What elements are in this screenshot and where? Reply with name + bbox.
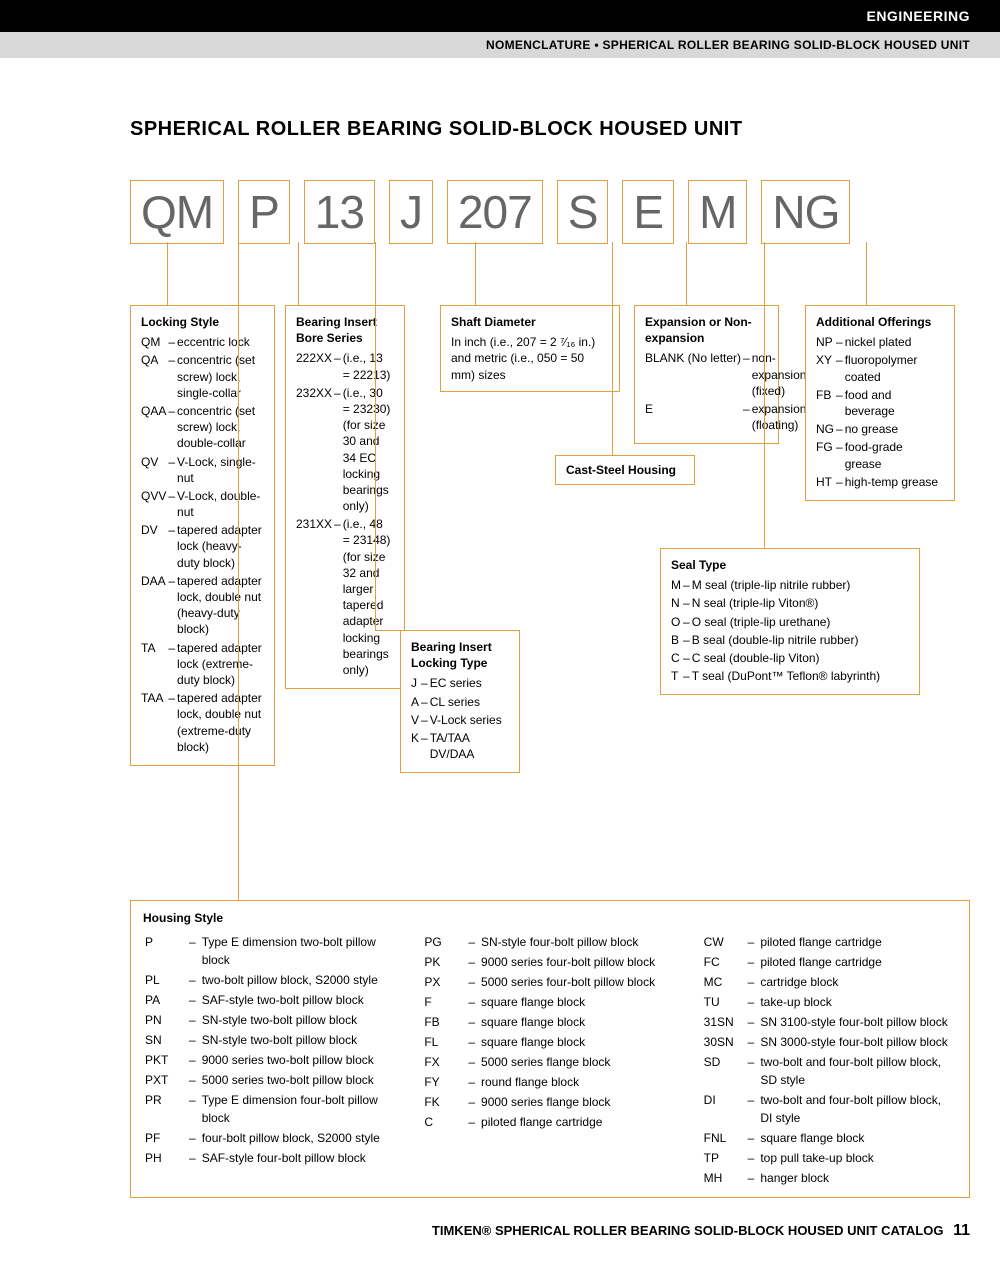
main-title: SPHERICAL ROLLER BEARING SOLID-BLOCK HOU… bbox=[0, 58, 1000, 161]
additional-table: NP–nickel platedXY–fluoropolymer coatedF… bbox=[816, 334, 944, 492]
callout-title: Additional Offerings bbox=[816, 314, 944, 330]
callout-shaft-diameter: Shaft Diameter In inch (i.e., 207 = 2 ⁷⁄… bbox=[440, 305, 620, 392]
callout-seal-type: Seal Type M–M seal (triple-lip nitrile r… bbox=[660, 548, 920, 695]
code-box-ng: NG bbox=[761, 180, 850, 244]
code-row: QMP13J207SEMNG bbox=[130, 180, 970, 244]
callout-locking-type: Bearing Insert Locking Type J–EC seriesA… bbox=[400, 630, 520, 773]
callout-title: Housing Style bbox=[143, 909, 957, 927]
locking-style-table: QM–eccentric lockQA–concentric (set scre… bbox=[141, 334, 264, 757]
housing-columns: P–Type E dimension two-bolt pillow block… bbox=[143, 931, 957, 1189]
footer-text: TIMKEN® SPHERICAL ROLLER BEARING SOLID-B… bbox=[432, 1223, 944, 1238]
seal-type-table: M–M seal (triple-lip nitrile rubber)N–N … bbox=[671, 577, 882, 686]
expansion-table: BLANK (No letter)–non-expansion (fixed)E… bbox=[645, 350, 808, 435]
callout-title: Shaft Diameter bbox=[451, 314, 609, 330]
code-box-j: J bbox=[389, 180, 433, 244]
callout-title: Seal Type bbox=[671, 557, 909, 573]
callout-title: Locking Style bbox=[141, 314, 264, 330]
page-number: 11 bbox=[953, 1222, 970, 1239]
callout-bore-series: Bearing Insert Bore Series 222XX–(i.e., … bbox=[285, 305, 405, 689]
locking-type-table: J–EC seriesA–CL seriesV–V-Lock seriesK–T… bbox=[411, 675, 509, 764]
connector bbox=[298, 242, 299, 305]
code-box-p: P bbox=[238, 180, 290, 244]
code-box-s: S bbox=[557, 180, 609, 244]
connector bbox=[375, 242, 376, 630]
code-box-m: M bbox=[688, 180, 747, 244]
callout-title: Bearing Insert Locking Type bbox=[411, 639, 509, 671]
header-black: ENGINEERING bbox=[0, 0, 1000, 32]
connector bbox=[238, 242, 239, 900]
connector bbox=[167, 242, 168, 305]
callout-additional: Additional Offerings NP–nickel platedXY–… bbox=[805, 305, 955, 501]
connector bbox=[686, 242, 687, 305]
callout-expansion: Expansion or Non-expansion BLANK (No let… bbox=[634, 305, 779, 444]
connector bbox=[612, 242, 613, 455]
housing-column: P–Type E dimension two-bolt pillow block… bbox=[143, 931, 398, 1189]
housing-column: CW–piloted flange cartridgeFC–piloted fl… bbox=[702, 931, 957, 1189]
code-box-qm: QM bbox=[130, 180, 224, 244]
code-box-207: 207 bbox=[447, 180, 543, 244]
callout-cast-steel: Cast-Steel Housing bbox=[555, 455, 695, 485]
connector bbox=[866, 242, 867, 305]
footer: TIMKEN® SPHERICAL ROLLER BEARING SOLID-B… bbox=[432, 1222, 970, 1240]
connector bbox=[375, 630, 400, 631]
shaft-diameter-text: In inch (i.e., 207 = 2 ⁷⁄₁₆ in.) and met… bbox=[451, 334, 609, 383]
connector bbox=[238, 900, 239, 901]
code-box-13: 13 bbox=[304, 180, 375, 244]
callout-title: Cast-Steel Housing bbox=[566, 462, 684, 478]
callout-title: Bearing Insert Bore Series bbox=[296, 314, 394, 346]
header-gray: NOMENCLATURE • SPHERICAL ROLLER BEARING … bbox=[0, 32, 1000, 58]
code-box-e: E bbox=[622, 180, 674, 244]
housing-column: PG–SN-style four-bolt pillow blockPK–900… bbox=[422, 931, 677, 1189]
connector bbox=[475, 242, 476, 305]
callout-housing-style: Housing Style P–Type E dimension two-bol… bbox=[130, 900, 970, 1198]
connector bbox=[764, 242, 765, 548]
callout-title: Expansion or Non-expansion bbox=[645, 314, 768, 346]
callout-locking-style: Locking Style QM–eccentric lockQA–concen… bbox=[130, 305, 275, 766]
